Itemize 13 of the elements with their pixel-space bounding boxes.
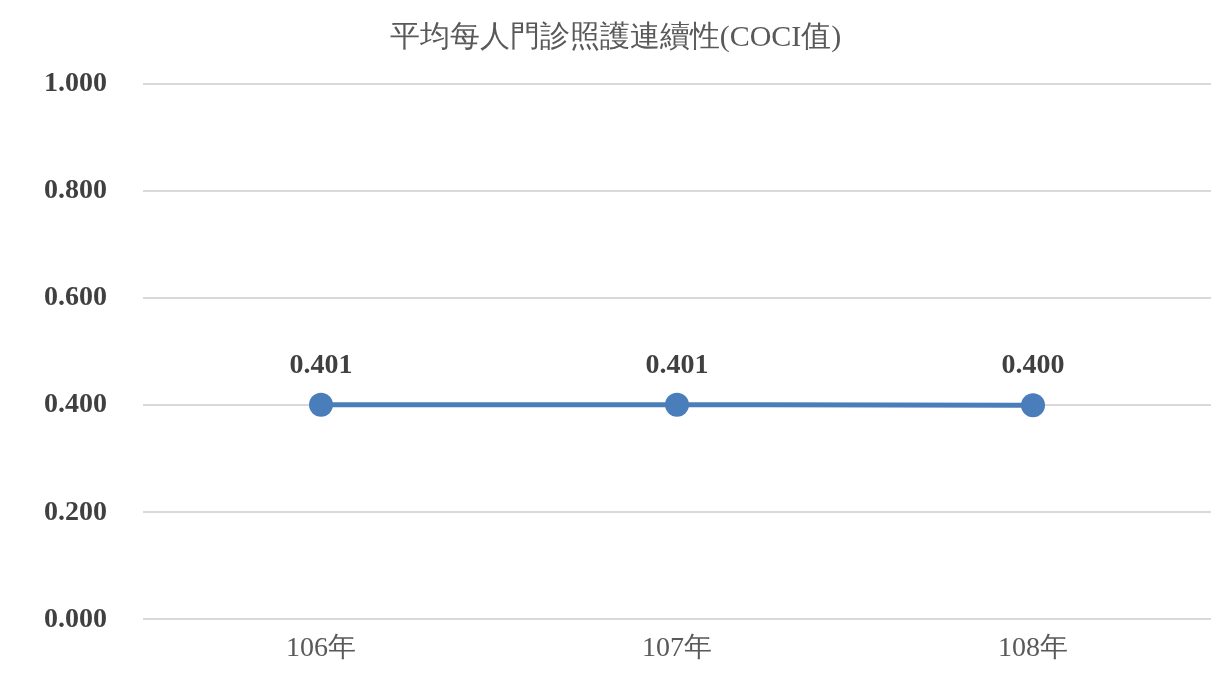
x-tick-label: 107年: [642, 630, 712, 662]
y-tick-label: 0.400: [44, 387, 107, 419]
x-tick-label: 108年: [998, 630, 1068, 662]
data-label: 0.401: [645, 347, 709, 379]
data-label: 0.400: [1001, 348, 1065, 380]
y-tick-label: 0.000: [44, 601, 107, 633]
y-tick-label: 0.200: [44, 494, 107, 526]
x-tick-label: 106年: [286, 630, 356, 662]
y-tick-label: 0.800: [44, 173, 107, 205]
data-label: 0.401: [289, 347, 353, 379]
y-tick-label: 0.600: [44, 280, 107, 312]
chart-title: 平均每人門診照護連續性(COCI值): [389, 18, 842, 53]
y-tick-label: 1.000: [44, 66, 107, 98]
